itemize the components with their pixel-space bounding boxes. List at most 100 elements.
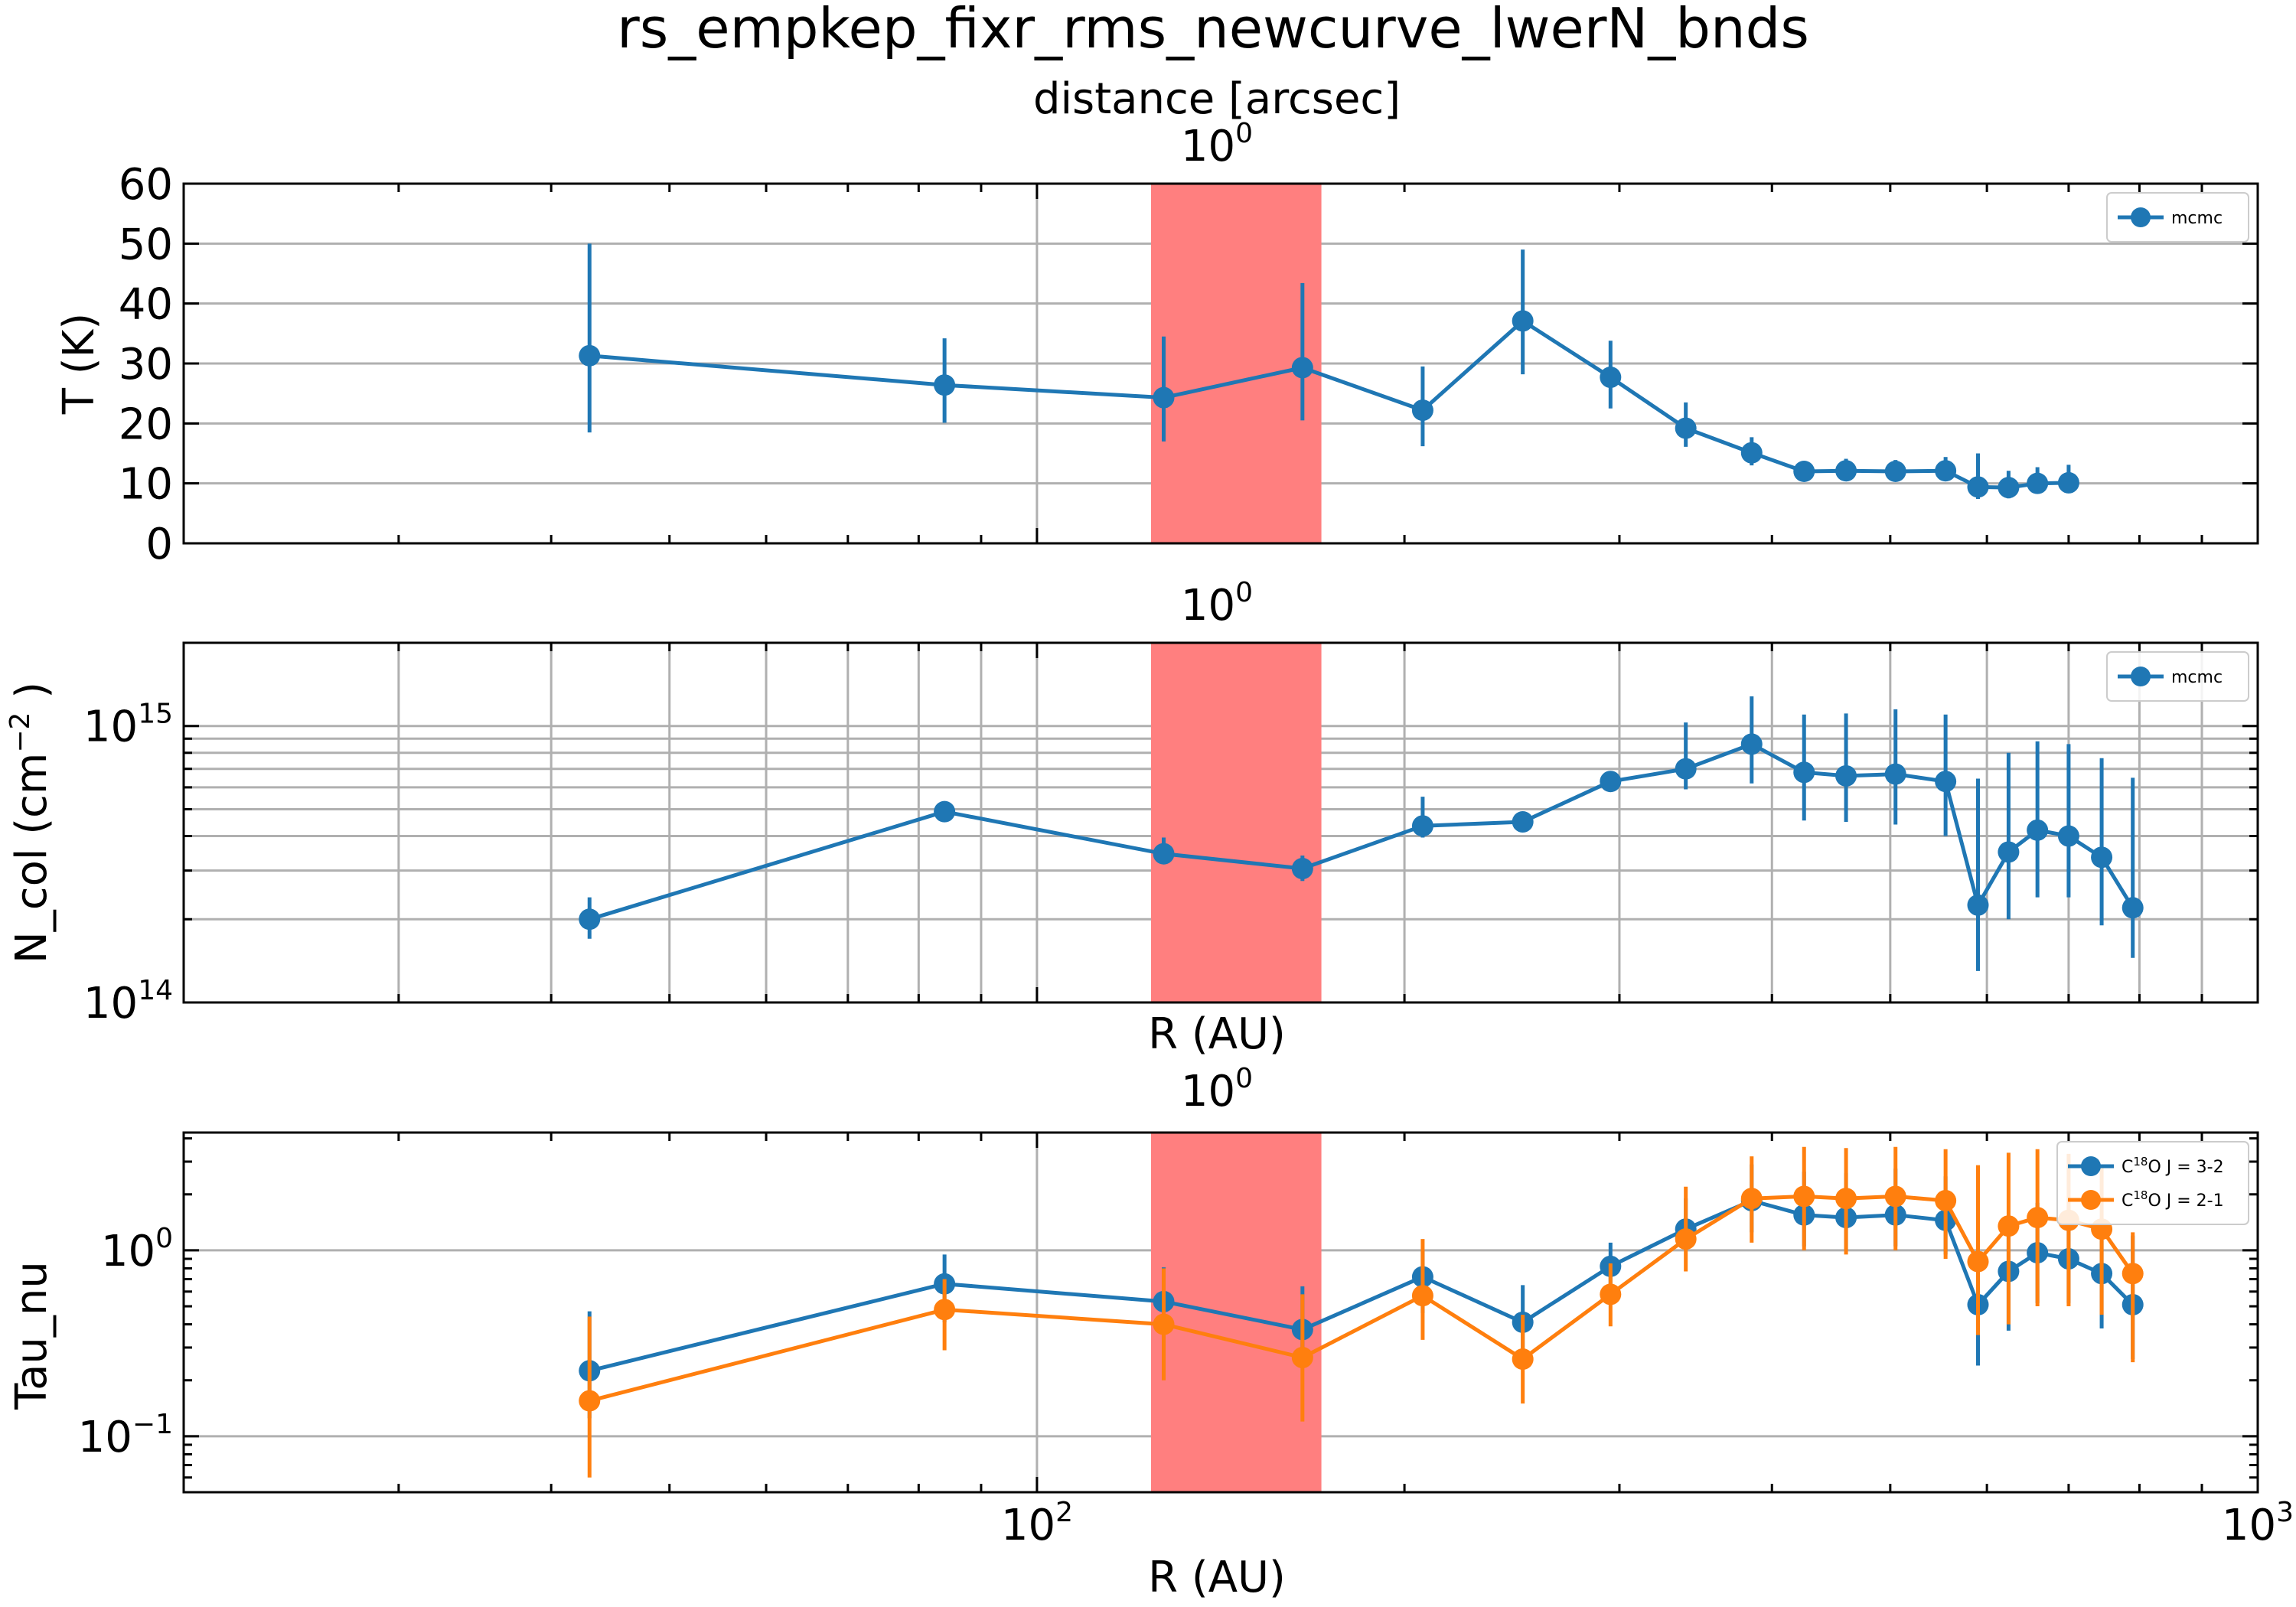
- data-point: [1793, 461, 1815, 482]
- data-point: [1884, 461, 1906, 482]
- legend-box: [2106, 651, 2249, 702]
- data-point: [1291, 357, 1313, 379]
- data-point: [1967, 1250, 1989, 1273]
- data-point: [2091, 846, 2113, 869]
- data-point: [1512, 310, 1534, 332]
- shaded-region: [1150, 1133, 1322, 1492]
- data-point: [1835, 460, 1857, 482]
- tick-marks: [182, 1133, 2259, 1494]
- legend-swatch-marker: [2131, 207, 2151, 227]
- data-point: [1153, 386, 1175, 409]
- data-point: [2027, 819, 2049, 841]
- data-point: [2122, 897, 2144, 919]
- figure-title: rs_empkep_fixr_rms_newcurve_lwerN_bnds: [617, 0, 1809, 60]
- data-point: [1998, 1215, 2020, 1237]
- y-tick-label: 60: [119, 160, 173, 210]
- panel-temperature: 0 10 20 30 40 50 60 mcmc: [119, 160, 2259, 569]
- data-point: [2057, 825, 2079, 847]
- data-point: [2027, 472, 2049, 494]
- data-point: [934, 1299, 956, 1321]
- legend-label: mcmc: [2171, 668, 2223, 687]
- data-point: [1153, 843, 1175, 865]
- panel-column-density: 1014 1015 mcmc: [83, 641, 2259, 1028]
- temperature-top-tick-label: 100: [1181, 118, 1253, 171]
- y-tick-label: 1015: [83, 699, 173, 752]
- legend-label: mcmc: [2171, 209, 2223, 228]
- data-point: [1998, 477, 2020, 499]
- legend-swatch-marker: [2131, 667, 2151, 686]
- y-tick-label: 20: [119, 399, 173, 449]
- data-point: [1884, 763, 1906, 785]
- data-point: [1512, 811, 1534, 833]
- column-density-y-axis-label: N_col (cm−2 ): [5, 682, 57, 963]
- data-point: [934, 374, 956, 396]
- data-point: [1153, 1313, 1175, 1335]
- data-point: [1884, 1185, 1906, 1208]
- data-point: [1740, 1188, 1763, 1210]
- data-point: [1998, 841, 2020, 863]
- data-point: [1835, 764, 1857, 787]
- data-point: [1411, 815, 1433, 837]
- optical-depth-y-axis-label: Tau_nu: [7, 1261, 57, 1410]
- data-point: [1291, 1347, 1313, 1369]
- shaded-region: [1150, 643, 1322, 1002]
- legend-swatch-marker: [2081, 1156, 2101, 1176]
- data-point: [1740, 442, 1763, 464]
- column-density-top-tick-label: 100: [1181, 577, 1253, 631]
- y-tick-label: 100: [101, 1223, 173, 1276]
- x-tick-label: 102: [1001, 1497, 1073, 1550]
- data-point: [1512, 1348, 1534, 1371]
- legend-box: [2106, 192, 2249, 243]
- data-point: [1967, 476, 1989, 498]
- series-line: [589, 1194, 2135, 1403]
- data-point: [1600, 771, 1622, 793]
- data-point: [1935, 460, 1957, 482]
- data-point: [1675, 1228, 1697, 1250]
- y-tick-label: 1014: [83, 975, 173, 1028]
- series-2: [579, 1146, 2144, 1478]
- data-point: [1740, 733, 1763, 755]
- y-tick-label: 50: [119, 220, 173, 269]
- series-1: [579, 1164, 2144, 1419]
- data-point: [934, 800, 956, 823]
- optical-depth-x-axis-label: R (AU): [1148, 1553, 1286, 1602]
- data-point: [2057, 471, 2079, 494]
- legend: mcmc: [2106, 651, 2249, 702]
- y-tick-label: 0: [145, 520, 173, 569]
- data-point: [1675, 758, 1697, 780]
- column-density-x-axis-label: R (AU): [1148, 1009, 1286, 1059]
- data-point: [1935, 1189, 1957, 1211]
- data-point: [579, 908, 601, 931]
- y-tick-label: 10−1: [78, 1409, 173, 1462]
- data-point: [579, 1390, 601, 1412]
- data-point: [1411, 1285, 1433, 1307]
- series-1: [579, 696, 2144, 971]
- axes-frame: [182, 1131, 2259, 1494]
- data-point: [1600, 1283, 1622, 1305]
- y-tick-label: 40: [119, 280, 173, 330]
- x-tick-label: 103: [2222, 1497, 2294, 1550]
- optical-depth-top-tick-label: 100: [1181, 1063, 1253, 1116]
- tick-marks: [182, 641, 2259, 1004]
- data-point: [1835, 1188, 1857, 1210]
- data-point: [1600, 367, 1622, 389]
- series-1: [579, 243, 2079, 500]
- data-point: [1967, 894, 1989, 916]
- data-point: [1411, 399, 1433, 422]
- data-point: [1935, 771, 1957, 793]
- legend-swatch-marker: [2081, 1190, 2101, 1210]
- data-point: [1793, 1185, 1815, 1208]
- tick-marks: [182, 182, 2259, 545]
- data-point: [2027, 1207, 2049, 1229]
- series-line: [589, 1198, 2135, 1373]
- legend-label: C18O J = 3-2: [2122, 1155, 2224, 1177]
- data-point: [1291, 858, 1313, 880]
- temperature-top-axis-label: distance [arcsec]: [1033, 74, 1401, 124]
- legend-box: [2056, 1141, 2249, 1225]
- data-point: [2122, 1263, 2144, 1285]
- data-point: [579, 344, 601, 367]
- data-point: [1793, 761, 1815, 784]
